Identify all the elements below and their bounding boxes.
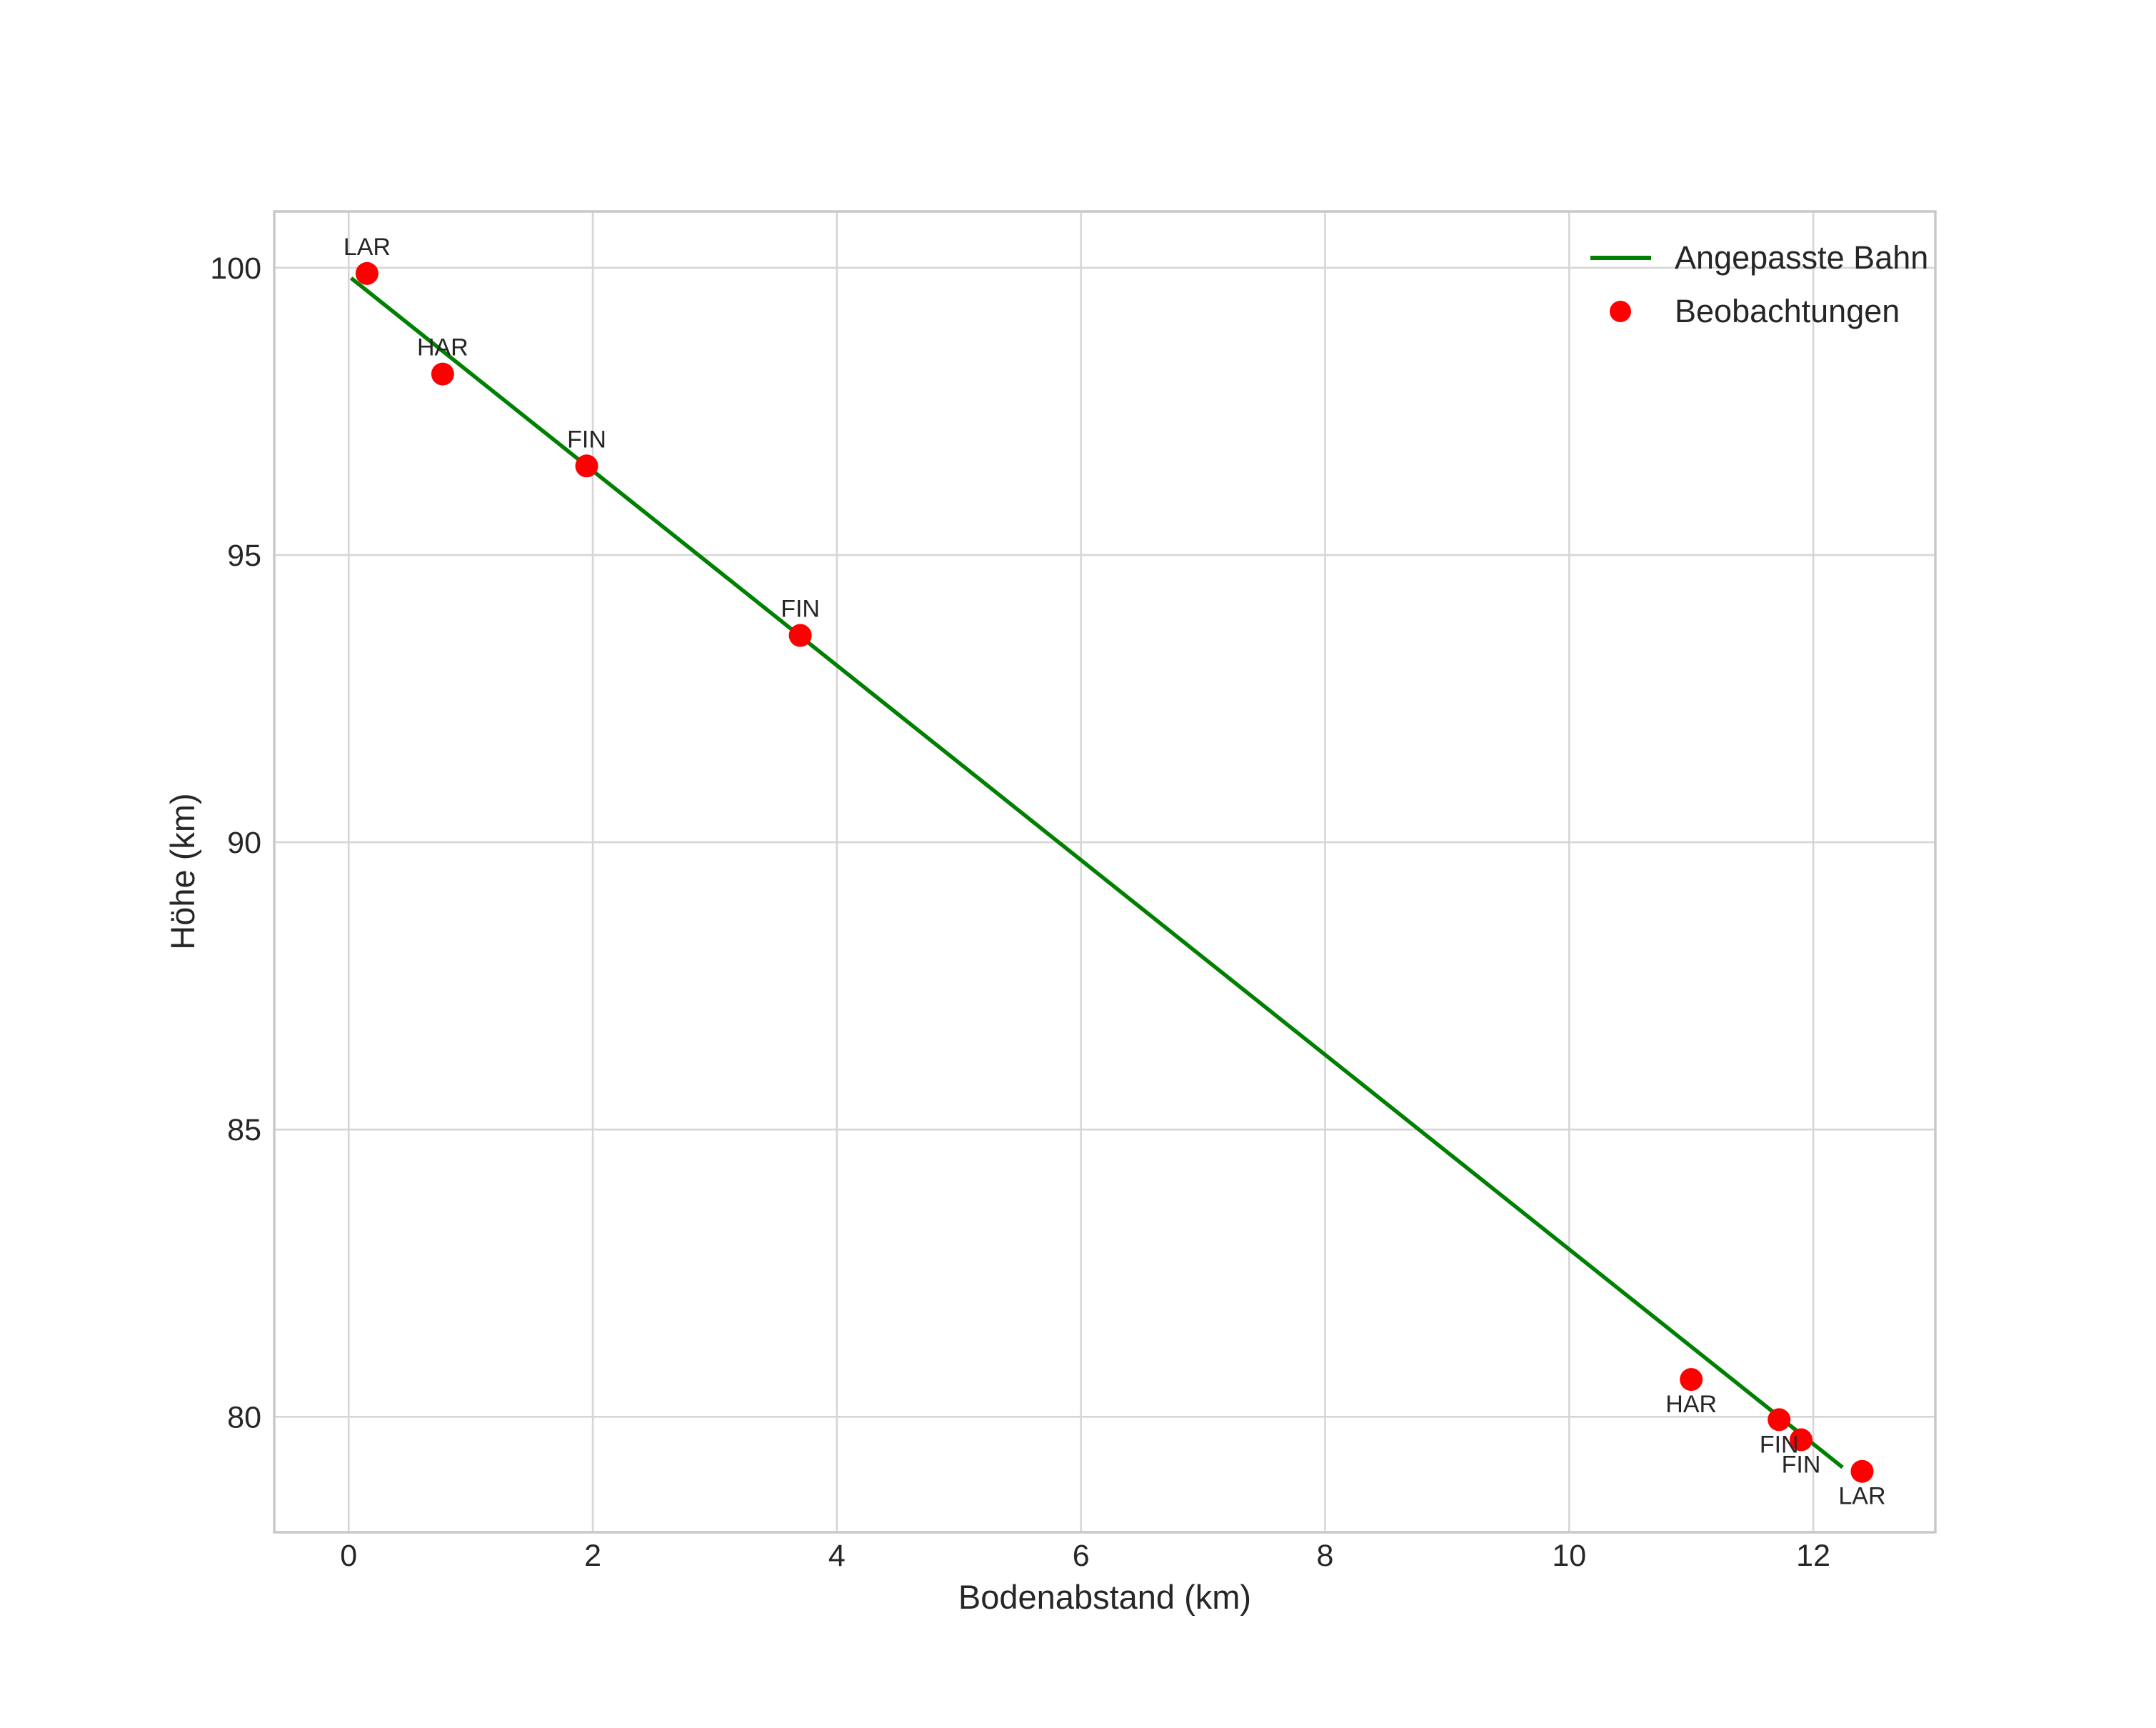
x-tick-label: 12 [1796,1539,1830,1573]
x-tick-label: 2 [584,1539,601,1573]
point-label: FIN [1760,1431,1799,1458]
data-point [1768,1408,1791,1432]
y-axis-label: Höhe (km) [164,793,201,949]
grid [274,211,1935,1532]
data-point [575,454,598,478]
x-tick-label: 6 [1073,1539,1090,1573]
data-point [1790,1428,1813,1452]
y-tick-label: 85 [227,1113,261,1147]
tick-labels: 0 2 4 6 8 10 12 80 85 90 95 100 [210,251,1830,1573]
point-label: HAR [417,334,468,361]
plot-frame [273,210,1937,1534]
x-tick-label: 0 [340,1539,357,1573]
point-label: FIN [1782,1452,1821,1479]
y-tick-label: 90 [227,826,261,860]
point-label: HAR [1665,1391,1717,1418]
point-label: LAR [344,234,391,261]
y-tick-label: 100 [210,251,261,286]
x-tick-label: 10 [1552,1539,1586,1573]
legend: Angepasste Bahn Beobachtungen [1590,239,1928,329]
series-layer [349,261,1874,1483]
legend-label: Angepasste Bahn [1675,239,1928,276]
x-tick-label: 4 [828,1539,846,1573]
point-label: FIN [567,426,606,453]
data-point [355,261,378,285]
data-point [1850,1459,1874,1483]
y-tick-label: 80 [227,1400,261,1434]
y-tick-label: 95 [227,539,261,573]
data-point [1680,1368,1703,1392]
fitted-line [349,276,1844,1469]
data-point [431,362,454,386]
point-label: LAR [1838,1483,1885,1510]
legend-marker-swatch [1610,301,1631,322]
point-label: FIN [781,596,820,623]
legend-label: Beobachtungen [1675,293,1900,329]
x-axis-label: Bodenabstand (km) [958,1578,1251,1616]
x-tick-label: 8 [1317,1539,1334,1573]
data-point [788,624,812,647]
